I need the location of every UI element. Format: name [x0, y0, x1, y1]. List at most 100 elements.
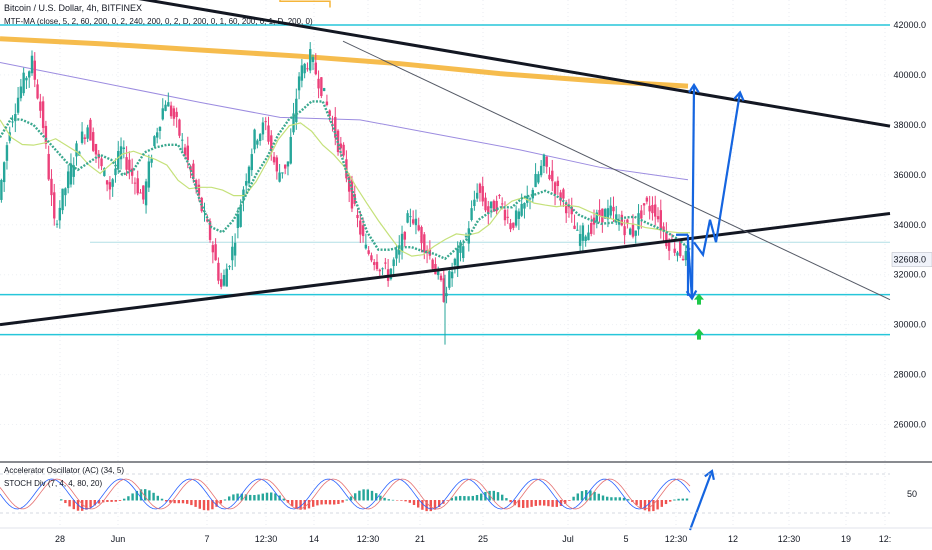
- candle-body: [587, 232, 590, 241]
- candle-body: [339, 143, 343, 149]
- osc-bar: [438, 500, 441, 508]
- osc-bar: [148, 490, 151, 501]
- oscillator-blue-arrow: [688, 470, 714, 531]
- candle-body: [258, 134, 262, 142]
- candle-body: [94, 143, 98, 155]
- candle-body: [53, 192, 56, 219]
- candle-body: [495, 200, 498, 212]
- osc-bar: [165, 500, 168, 502]
- osc-bar: [685, 498, 689, 501]
- candle-body: [356, 214, 359, 219]
- candle-body: [520, 203, 523, 216]
- candle-body: [80, 131, 84, 143]
- osc-bar: [366, 489, 369, 501]
- osc-bar: [337, 500, 340, 505]
- candle-body: [640, 210, 643, 219]
- osc-bar: [72, 500, 75, 510]
- osc-bar: [93, 500, 96, 506]
- candle-body: [300, 65, 304, 81]
- candle-body: [481, 186, 484, 202]
- candle-body: [606, 208, 610, 220]
- osc-bar: [669, 500, 672, 502]
- candle-body: [556, 180, 560, 187]
- candle-body: [631, 224, 635, 237]
- candle-body: [178, 119, 181, 136]
- candle-body: [347, 176, 351, 192]
- osc-bar: [312, 500, 315, 507]
- osc-bar: [412, 500, 416, 505]
- candle-body: [551, 170, 554, 182]
- candle-body: [609, 205, 612, 216]
- candle-body: [431, 259, 434, 269]
- candle-body: [439, 275, 443, 281]
- candle-body: [506, 216, 509, 218]
- candle-body: [322, 88, 326, 91]
- osc-bar: [509, 500, 512, 503]
- osc-bar: [589, 490, 592, 501]
- blue-arrow-up-left: [690, 84, 696, 299]
- osc-bar: [240, 493, 243, 501]
- osc-bar: [190, 500, 193, 506]
- candle-body: [100, 158, 103, 167]
- osc-bar: [421, 500, 424, 510]
- osc-bar: [152, 492, 155, 501]
- candle-body: [392, 259, 395, 267]
- osc-bar: [60, 499, 63, 501]
- candle-body: [534, 173, 537, 188]
- candle-body: [450, 271, 454, 279]
- candle-body: [620, 214, 624, 226]
- osc-bar: [480, 493, 483, 501]
- candle-body: [44, 125, 48, 144]
- candle-body: [617, 220, 621, 225]
- osc-bar: [228, 496, 231, 501]
- osc-bar: [194, 500, 197, 507]
- candle-body: [5, 145, 9, 161]
- candle-body: [679, 241, 682, 256]
- candle-body: [142, 185, 145, 200]
- candle-body: [211, 245, 215, 253]
- current-price-label: 32608.0: [893, 255, 926, 265]
- osc-bar: [211, 500, 214, 510]
- osc-bar: [429, 500, 432, 512]
- candle-body: [47, 153, 50, 180]
- candle-body: [364, 244, 368, 249]
- candle-body: [147, 161, 151, 188]
- candle-body: [651, 205, 654, 214]
- candle-body: [108, 182, 112, 190]
- candle-body: [342, 144, 345, 156]
- osc-bar: [118, 500, 122, 501]
- candle-body: [531, 189, 535, 199]
- candle-body: [634, 230, 637, 236]
- osc-bar: [249, 494, 252, 501]
- candle-body: [41, 101, 45, 128]
- candle-body: [228, 266, 231, 268]
- candle-body: [375, 261, 379, 270]
- price-tick-label: 40000.0: [893, 70, 926, 80]
- candle-body: [361, 225, 365, 237]
- osc-bar: [274, 493, 277, 501]
- blue-arrow-up-right: [714, 92, 742, 243]
- osc-bar: [417, 500, 420, 508]
- candle-body: [411, 219, 415, 224]
- candle-body: [150, 158, 153, 163]
- candle-body: [615, 214, 618, 223]
- osc-bar: [648, 500, 651, 512]
- osc-bar: [547, 500, 550, 507]
- candle-body: [367, 250, 370, 254]
- candle-body: [114, 168, 117, 176]
- price-tick-label: 28000.0: [893, 370, 926, 380]
- osc-bar: [526, 500, 529, 508]
- time-tick-label: Jul: [562, 534, 574, 544]
- osc-bar: [404, 500, 407, 502]
- time-tick-label: 25: [478, 534, 488, 544]
- candle-body: [509, 223, 512, 230]
- osc-bar: [501, 494, 504, 501]
- candle-body: [128, 159, 131, 171]
- candle-body: [239, 206, 242, 227]
- candle-body: [473, 199, 476, 207]
- candle-body: [130, 168, 134, 176]
- candle-body: [278, 172, 281, 182]
- osc-bar: [354, 493, 357, 501]
